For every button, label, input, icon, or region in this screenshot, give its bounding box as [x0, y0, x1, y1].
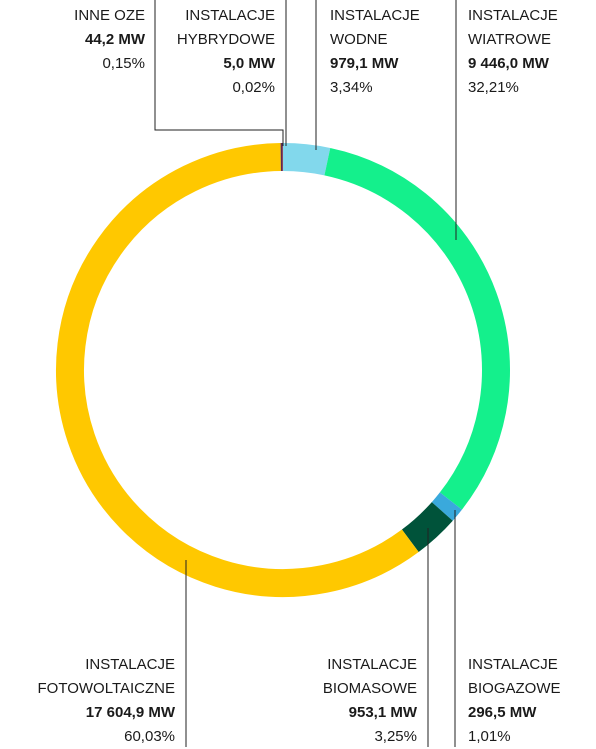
category-name: INSTALACJE WODNE: [330, 4, 420, 52]
percent-label: 32,21%: [468, 76, 558, 100]
category-name: INSTALACJE BIOMASOWE: [323, 653, 417, 701]
percent-label: 60,03%: [38, 725, 176, 749]
value-label: 5,0 MW: [177, 52, 275, 76]
category-name: INSTALACJE WIATROWE: [468, 4, 558, 52]
percent-label: 0,15%: [74, 52, 145, 76]
donut-segment: [283, 157, 327, 162]
donut-segment: [410, 511, 442, 540]
donut-segment: [327, 162, 496, 501]
percent-label: 3,25%: [323, 725, 417, 749]
category-name: INSTALACJE FOTOWOLTAICZNE: [38, 653, 176, 701]
value-label: 979,1 MW: [330, 52, 420, 76]
value-label: 44,2 MW: [74, 28, 145, 52]
donut-segment: [442, 501, 451, 511]
value-label: 17 604,9 MW: [38, 701, 176, 725]
value-label: 9 446,0 MW: [468, 52, 558, 76]
value-label: 296,5 MW: [468, 701, 561, 725]
category-name: INSTALACJE HYBRYDOWE: [177, 4, 275, 52]
percent-label: 3,34%: [330, 76, 420, 100]
category-name: INNE OZE: [74, 4, 145, 28]
value-label: 953,1 MW: [323, 701, 417, 725]
percent-label: 0,02%: [177, 76, 275, 100]
percent-label: 1,01%: [468, 725, 561, 749]
category-name: INSTALACJE BIOGAZOWE: [468, 653, 561, 701]
donut-segment: [70, 157, 410, 583]
